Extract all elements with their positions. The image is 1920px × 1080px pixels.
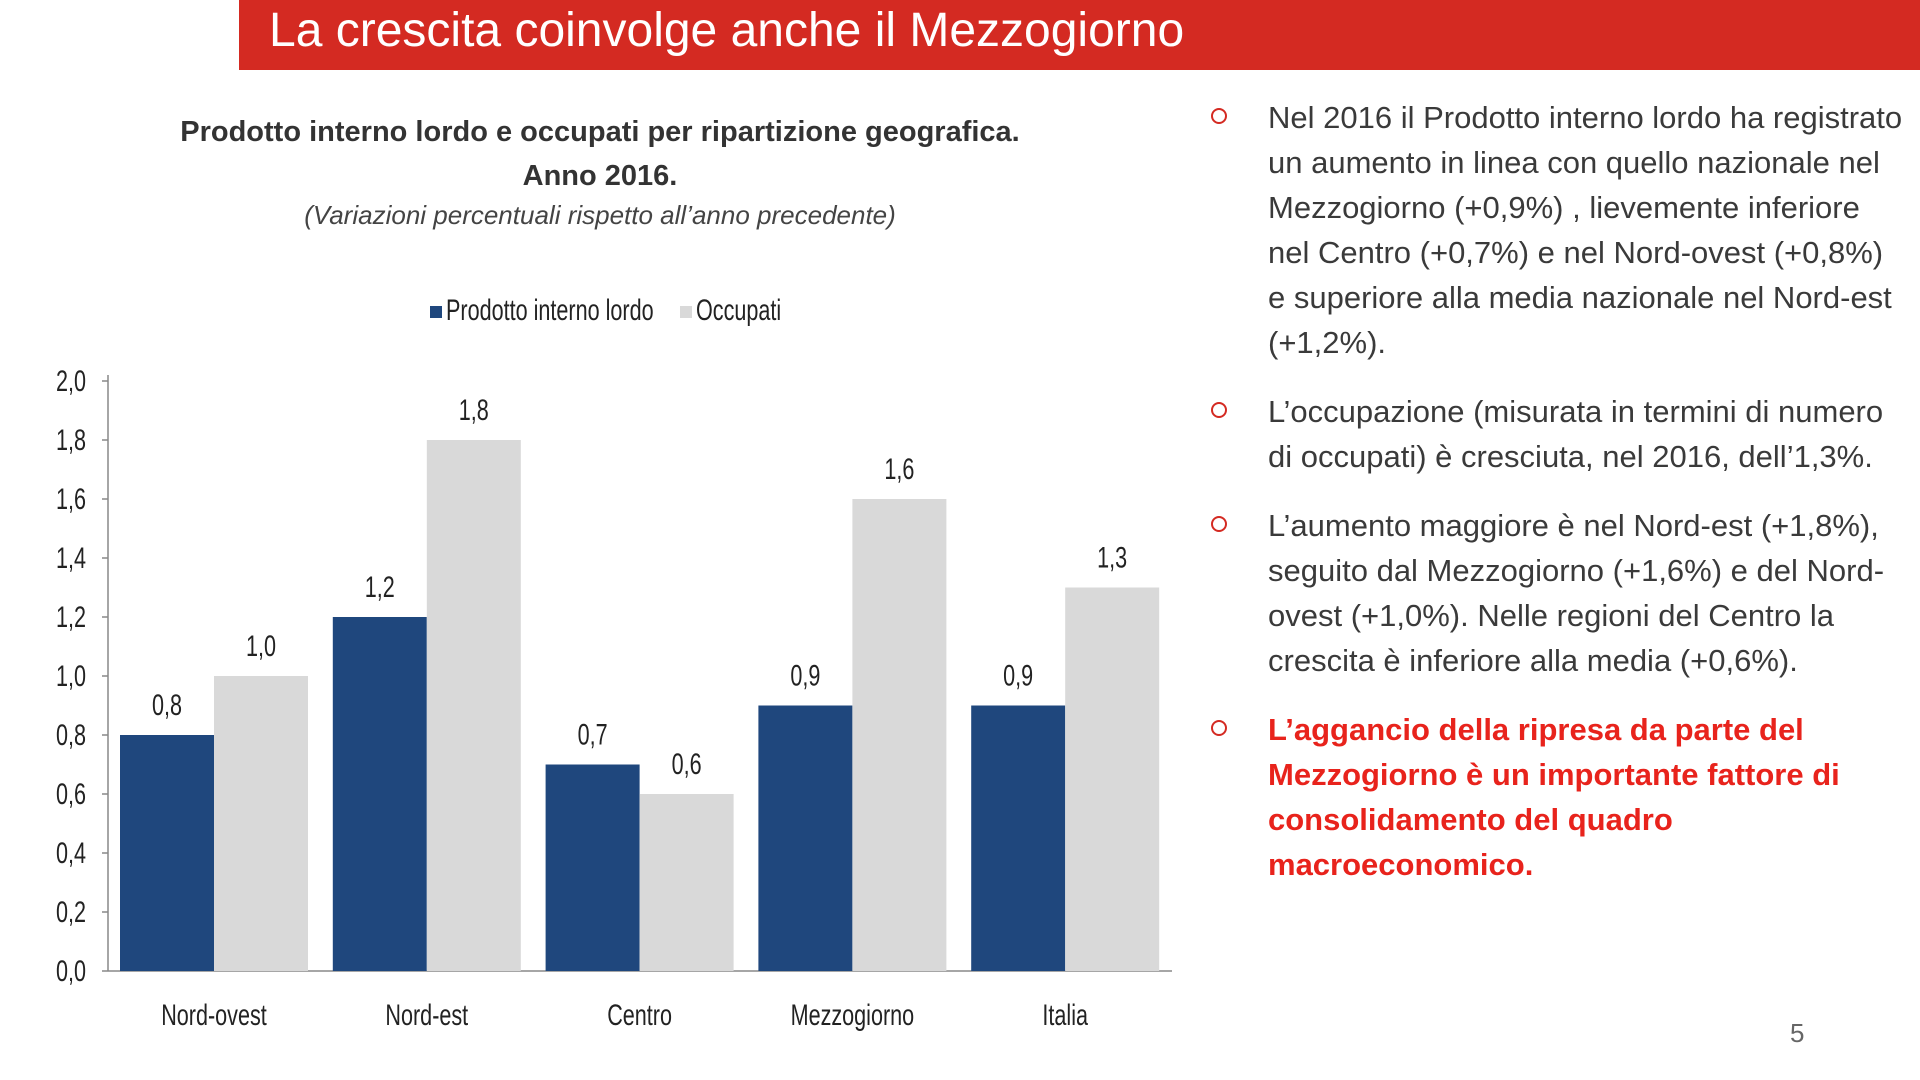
y-tick-label: 0,2 — [56, 894, 86, 928]
x-category-label: Nord-est — [385, 997, 468, 1031]
bar-occupati — [1065, 587, 1160, 971]
bullet-item-emphasis: L’aggancio della ripresa da parte del Me… — [1205, 707, 1905, 887]
x-category-label: Mezzogiorno — [791, 997, 915, 1031]
y-tick-label: 0,4 — [56, 835, 86, 869]
bullet-list: Nel 2016 il Prodotto interno lordo ha re… — [1205, 95, 1905, 911]
bar-chart: 0,0 0,2 0,4 0,6 0,8 1,0 1,2 1,4 1,6 1,8 2,0 0,8 1,0 N… — [56, 292, 1172, 1032]
x-category-label: Italia — [1042, 997, 1088, 1031]
legend-swatch — [430, 306, 442, 318]
data-label: 1,3 — [1097, 540, 1127, 574]
chart-title-line2: Anno 2016. — [522, 160, 678, 192]
bar-pil — [545, 764, 640, 971]
bullet-text: Nel 2016 il Prodotto interno lordo ha re… — [1268, 100, 1903, 360]
chart-title-line1: Prodotto interno lordo e occupati per ri… — [180, 116, 1020, 148]
y-tick-label: 0,0 — [56, 953, 86, 987]
bar-pil — [971, 705, 1066, 971]
data-label: 1,8 — [459, 392, 489, 426]
x-category-label: Centro — [607, 997, 672, 1031]
bullet-text: L’occupazione (misurata in termini di nu… — [1268, 394, 1884, 474]
data-label: 0,8 — [152, 687, 182, 721]
bullet-item: L’aumento maggiore è nel Nord-est (+1,8%… — [1205, 503, 1905, 683]
bullet-item: Nel 2016 il Prodotto interno lordo ha re… — [1205, 95, 1905, 365]
circle-outline-icon — [1211, 108, 1227, 124]
data-label: 1,0 — [246, 628, 276, 662]
y-tick-label: 1,6 — [56, 481, 86, 515]
legend-label: Prodotto interno lordo — [446, 292, 654, 326]
y-tick-label: 0,8 — [56, 717, 86, 751]
y-tick-label: 1,2 — [56, 599, 86, 633]
bar-occupati — [426, 440, 521, 971]
chart-subtitle: (Variazioni percentuali rispetto all’ann… — [304, 200, 896, 230]
page-number: 5 — [1790, 1018, 1805, 1048]
slide-title: La crescita coinvolge anche il Mezzogior… — [269, 4, 1185, 57]
data-label: 0,9 — [1003, 658, 1033, 692]
y-tick-label: 2,0 — [56, 363, 86, 397]
data-label: 1,2 — [365, 569, 395, 603]
title-bar: La crescita coinvolge anche il Mezzogior… — [239, 0, 1920, 70]
y-tick-label: 1,8 — [56, 422, 86, 456]
circle-outline-icon — [1211, 516, 1227, 532]
data-label: 0,7 — [578, 717, 608, 751]
bar-pil — [758, 705, 853, 971]
chart-title: Prodotto interno lordo e occupati per ri… — [60, 110, 1140, 198]
x-category-label: Nord-ovest — [161, 997, 267, 1031]
bar-pil — [120, 735, 214, 971]
circle-outline-icon — [1211, 402, 1227, 418]
data-label: 0,9 — [790, 658, 820, 692]
bar-occupati — [214, 676, 308, 971]
legend-swatch — [680, 306, 692, 318]
bullet-item: L’occupazione (misurata in termini di nu… — [1205, 389, 1905, 479]
y-tick-label: 1,4 — [56, 540, 86, 574]
data-label: 0,6 — [672, 746, 702, 780]
bar-occupati — [639, 794, 734, 971]
bar-pil — [332, 617, 427, 971]
bullet-text: L’aggancio della ripresa da parte del Me… — [1268, 712, 1840, 882]
data-label: 1,6 — [884, 451, 914, 485]
y-tick-label: 1,0 — [56, 658, 86, 692]
bullet-text: L’aumento maggiore è nel Nord-est (+1,8%… — [1268, 508, 1885, 678]
y-tick-label: 0,6 — [56, 776, 86, 810]
legend-label: Occupati — [696, 292, 781, 326]
bar-occupati — [852, 499, 947, 971]
circle-outline-icon — [1211, 720, 1227, 736]
